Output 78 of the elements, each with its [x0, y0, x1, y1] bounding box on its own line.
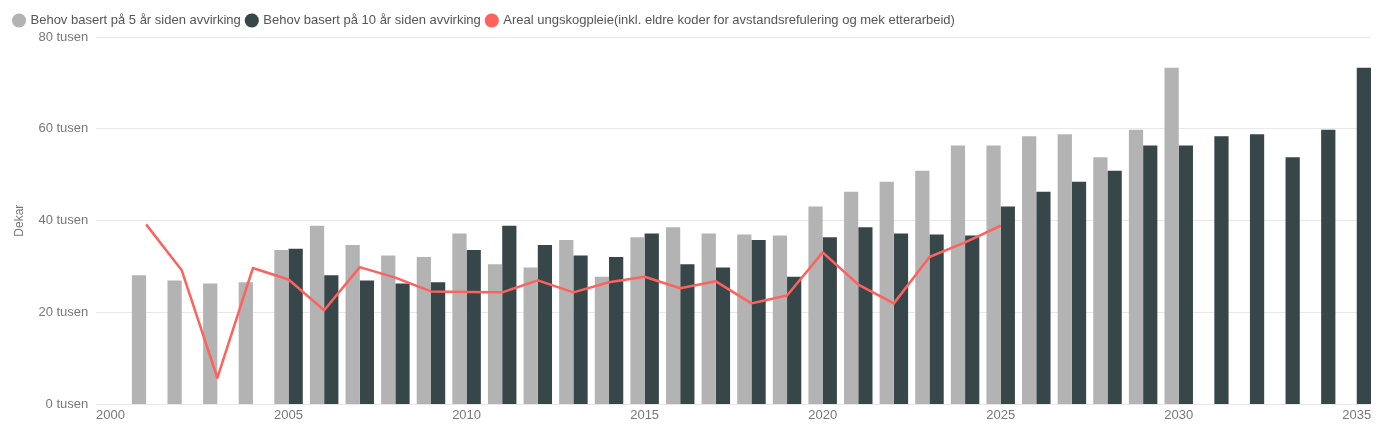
x-tick-label: 2035 [1342, 406, 1372, 422]
bar [274, 250, 289, 404]
bar [452, 233, 467, 404]
bar [1093, 157, 1108, 404]
bar [381, 255, 396, 404]
bar [630, 237, 645, 404]
bar [324, 275, 339, 404]
bar [1057, 134, 1072, 404]
x-tick-label: 2005 [274, 406, 304, 422]
bar [879, 181, 894, 404]
bar [644, 233, 659, 404]
bar [822, 237, 837, 404]
bar [844, 191, 859, 404]
bar [573, 255, 588, 404]
bar [1178, 145, 1193, 404]
bar [858, 227, 873, 404]
bar [609, 256, 624, 404]
x-tick-label: 2015 [630, 406, 660, 422]
bar [288, 248, 303, 404]
bar [559, 239, 574, 404]
bar [929, 234, 944, 404]
x-tick-label: 2025 [986, 406, 1016, 422]
bar [986, 145, 1001, 404]
legend-label: Behov basert på 5 år siden avvirking [30, 12, 241, 28]
x-tick-label: 2010 [452, 406, 482, 422]
bar [416, 256, 431, 404]
bar [1356, 67, 1371, 404]
bar [808, 206, 823, 404]
bar [167, 280, 182, 404]
bar [537, 245, 553, 404]
bar [950, 145, 966, 404]
y-tick-label: 0 tusen [45, 395, 89, 411]
bar [203, 283, 218, 404]
bar [787, 276, 802, 404]
bar [893, 233, 909, 404]
bar [772, 235, 788, 404]
bar [502, 225, 517, 404]
bar [131, 275, 147, 404]
bar [359, 280, 375, 404]
x-tick-label: 2020 [808, 406, 838, 422]
y-tick-label: 20 tusen [38, 304, 89, 320]
bar [487, 264, 503, 404]
bar [345, 245, 360, 404]
bar [665, 227, 681, 404]
bar [915, 170, 930, 404]
bar [309, 225, 325, 404]
bar [1022, 136, 1037, 404]
y-tick-label: 60 tusen [38, 120, 89, 136]
bar [680, 264, 695, 404]
bar [1107, 170, 1122, 404]
bar [1036, 191, 1051, 404]
bar [1249, 134, 1265, 404]
bar [1285, 157, 1300, 404]
bar [430, 282, 446, 404]
bar [1214, 136, 1229, 404]
bar [594, 276, 610, 404]
x-tick-label: 2000 [96, 406, 125, 422]
bar [1164, 67, 1179, 404]
x-tick-label: 2030 [1164, 406, 1194, 422]
bar [715, 267, 731, 404]
bar [238, 282, 253, 404]
bar [701, 233, 716, 404]
bar [1000, 206, 1015, 404]
bar [965, 235, 980, 404]
bar [523, 267, 538, 404]
legend-label: Behov basert på 10 år siden avvirking [263, 12, 481, 28]
bar [737, 234, 752, 404]
y-axis-title: Dekar [11, 204, 26, 237]
bar [751, 239, 766, 404]
y-tick-label: 80 tusen [38, 28, 89, 44]
bar [466, 250, 481, 404]
legend-label: Areal ungskogpleie(inkl. eldre koder for avstandsrefulering og mek etterarbeid) [503, 12, 955, 28]
bar [1128, 129, 1144, 404]
bar [1071, 181, 1087, 404]
bar [1143, 145, 1158, 404]
y-tick-label: 40 tusen [38, 212, 89, 228]
bar [395, 283, 410, 404]
bar [1321, 129, 1336, 404]
